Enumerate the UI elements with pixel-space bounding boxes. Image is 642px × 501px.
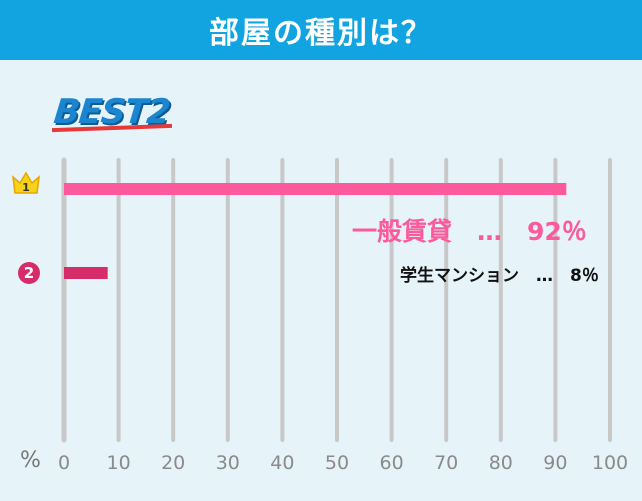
- svg-text:1: 1: [22, 181, 30, 194]
- rank-icons: 1: [12, 171, 40, 194]
- axis-unit-symbol: %: [20, 448, 41, 473]
- x-tick-label: 90: [543, 452, 568, 474]
- rank-2-label: 学生マンション … 8％: [400, 266, 599, 286]
- bar-rank-2: [64, 267, 108, 279]
- bar-rank-1: [64, 183, 567, 195]
- x-tick-label: 80: [488, 452, 513, 474]
- crown-icon: 1: [12, 171, 40, 194]
- x-tick-label: 0: [57, 452, 71, 474]
- rank-2-icon: 2: [18, 262, 40, 284]
- x-tick-label: 70: [434, 452, 459, 474]
- header-bar: 部屋の種別は？: [0, 0, 642, 60]
- x-tick-label: 50: [324, 452, 350, 474]
- page-title: 部屋の種別は？: [209, 16, 433, 51]
- x-tick-label: 30: [215, 452, 240, 474]
- x-tick-label: 40: [270, 452, 295, 474]
- rank-1-label: 一般賃貸 … 92％: [352, 217, 587, 246]
- x-tick-label: 60: [379, 452, 404, 474]
- gridlines: [61, 157, 612, 443]
- x-tick-label: 100: [591, 452, 629, 474]
- x-tick-label: 10: [106, 452, 131, 474]
- x-tick-label: 20: [161, 452, 186, 474]
- bars: [64, 183, 567, 279]
